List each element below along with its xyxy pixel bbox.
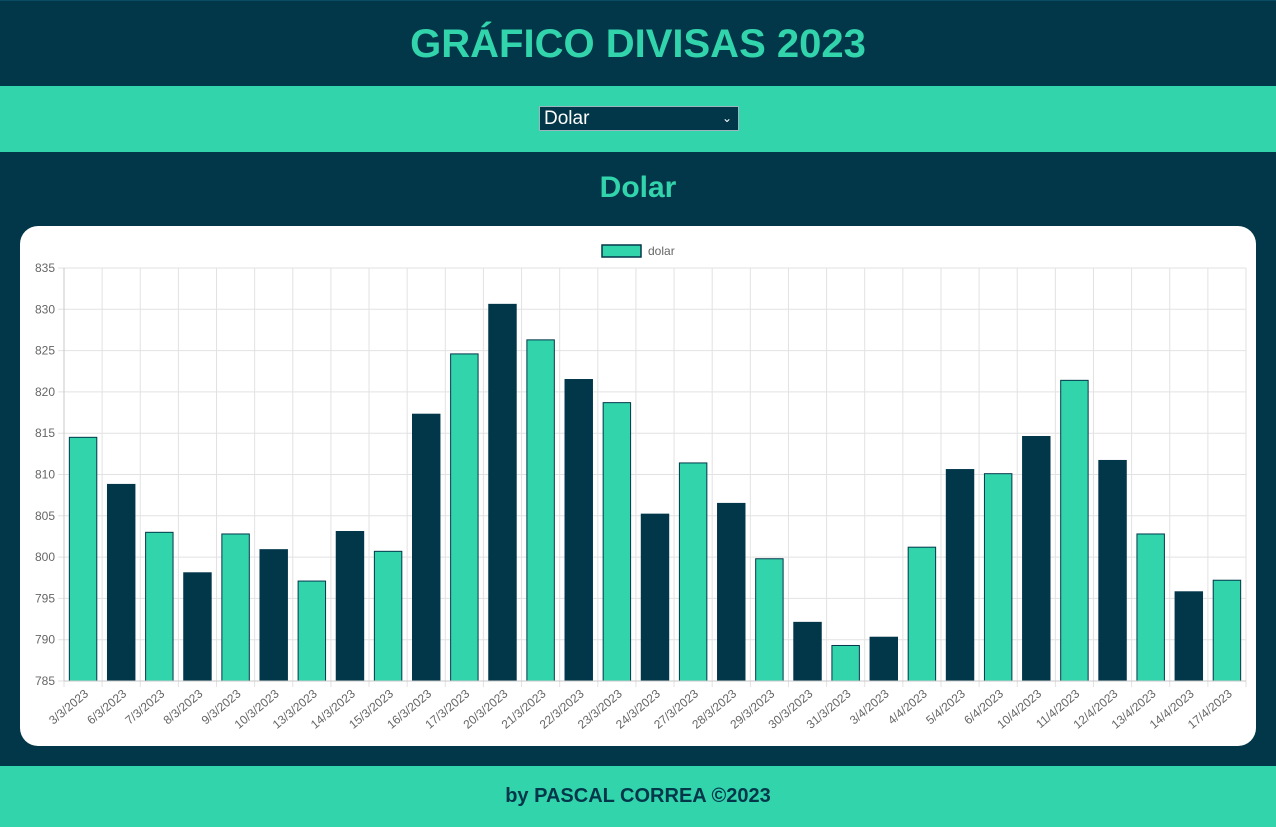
y-tick-label: 820 bbox=[35, 385, 55, 399]
y-tick-label: 830 bbox=[35, 302, 55, 316]
bar[interactable] bbox=[983, 473, 1013, 682]
bar[interactable] bbox=[869, 636, 899, 682]
bar[interactable] bbox=[1212, 579, 1242, 682]
x-tick-label: 3/4/2023 bbox=[847, 686, 892, 727]
bar[interactable] bbox=[68, 436, 98, 682]
bar[interactable] bbox=[1098, 459, 1127, 682]
bar[interactable] bbox=[526, 339, 555, 682]
bar[interactable] bbox=[259, 549, 288, 682]
bar[interactable] bbox=[1060, 379, 1089, 682]
y-tick-label: 785 bbox=[35, 674, 55, 688]
y-tick-label: 800 bbox=[35, 550, 55, 564]
page-header: GRÁFICO DIVISAS 2023 bbox=[0, 0, 1276, 86]
x-tick-label: 4/4/2023 bbox=[885, 686, 930, 727]
bar[interactable] bbox=[907, 546, 937, 682]
page-title: GRÁFICO DIVISAS 2023 bbox=[410, 22, 866, 66]
chevron-down-icon: ⌄ bbox=[721, 111, 732, 125]
y-tick-label: 810 bbox=[35, 468, 55, 482]
bar[interactable] bbox=[221, 533, 250, 682]
bar[interactable] bbox=[488, 303, 517, 682]
bar[interactable] bbox=[373, 550, 403, 682]
bar[interactable] bbox=[1022, 436, 1051, 682]
y-tick-label: 805 bbox=[35, 509, 55, 523]
x-tick-label: 6/3/2023 bbox=[84, 686, 129, 727]
bar[interactable] bbox=[411, 413, 441, 682]
bar[interactable] bbox=[106, 483, 136, 682]
page-footer: by PASCAL CORREA ©2023 bbox=[0, 766, 1276, 827]
y-tick-label: 790 bbox=[35, 633, 55, 647]
y-tick-label: 815 bbox=[35, 426, 55, 440]
bar[interactable] bbox=[945, 469, 975, 682]
bar[interactable] bbox=[1174, 591, 1204, 682]
bar[interactable] bbox=[335, 530, 365, 682]
bar[interactable] bbox=[145, 531, 174, 682]
currency-select-value: Dolar bbox=[544, 108, 590, 129]
bar[interactable] bbox=[640, 513, 670, 682]
bar[interactable] bbox=[678, 462, 708, 682]
bar[interactable] bbox=[717, 502, 746, 682]
y-tick-label: 825 bbox=[35, 344, 55, 358]
selector-bar: Dolar ⌄ bbox=[0, 86, 1276, 152]
currency-select[interactable]: Dolar ⌄ bbox=[539, 106, 739, 131]
y-tick-label: 795 bbox=[35, 591, 55, 605]
bar[interactable] bbox=[602, 402, 632, 682]
y-tick-label: 835 bbox=[35, 261, 55, 275]
bar[interactable] bbox=[183, 572, 212, 682]
bar[interactable] bbox=[793, 621, 822, 682]
legend-swatch[interactable] bbox=[601, 244, 642, 258]
bar-chart: 785 790 795 800 805 810 815 820 825 830 835 3/3/202… bbox=[35, 244, 1247, 732]
x-tick-label: 7/3/2023 bbox=[122, 686, 167, 727]
bar[interactable] bbox=[564, 379, 593, 682]
bar[interactable] bbox=[755, 558, 784, 682]
chart-card: 785 790 795 800 805 810 815 820 825 830 835 3/3/202… bbox=[20, 226, 1256, 746]
bar[interactable] bbox=[297, 580, 327, 682]
chart-section-title: Dolar bbox=[599, 171, 677, 204]
bar[interactable] bbox=[450, 353, 479, 682]
x-tick-label: 8/3/2023 bbox=[161, 686, 206, 727]
bar[interactable] bbox=[831, 644, 860, 682]
x-tick-label: 5/4/2023 bbox=[923, 686, 968, 727]
legend-label[interactable]: dolar bbox=[648, 244, 675, 258]
x-tick-label: 3/3/2023 bbox=[46, 686, 91, 727]
bar[interactable] bbox=[1136, 533, 1165, 682]
